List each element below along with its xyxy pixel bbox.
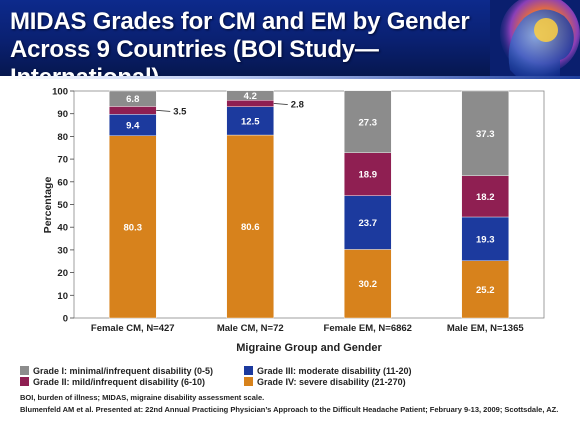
slide-header: MIDAS Grades for CM and EM by Gender Acr… [0, 0, 580, 76]
legend-label: Grade III: moderate disability (11-20) [257, 366, 412, 376]
x-tick-label: Male EM, N=1365 [447, 323, 525, 334]
legend-item-grade-1: Grade I: minimal/infrequent disability (… [20, 366, 213, 376]
data-label: 4.2 [244, 91, 257, 102]
legend-item-grade-4: Grade IV: severe disability (21-270) [244, 377, 406, 387]
data-label: 80.6 [241, 222, 260, 233]
bar-segment [109, 106, 157, 115]
bar-segment [344, 90, 392, 153]
bar-segment [461, 260, 509, 319]
data-label: 19.3 [476, 234, 495, 245]
legend-label: Grade IV: severe disability (21-270) [257, 377, 406, 387]
y-tick-label: 60 [57, 177, 68, 188]
legend-label: Grade I: minimal/infrequent disability (… [33, 366, 214, 376]
data-label: 80.3 [124, 222, 143, 233]
bar-segment [344, 152, 392, 196]
legend-swatch-grade-1 [20, 366, 29, 375]
data-label: 37.3 [476, 129, 495, 140]
x-tick-label: Male CM, N=72 [217, 323, 284, 334]
y-tick-label: 0 [63, 314, 68, 325]
data-label: 18.9 [359, 170, 378, 181]
data-label-leader [156, 110, 171, 112]
data-label: 12.5 [241, 116, 260, 127]
title-line-1: MIDAS Grades for CM and EM by Gender [10, 8, 470, 35]
header-divider [0, 76, 580, 79]
y-tick-label: 70 [57, 155, 68, 166]
legend-item-grade-3: Grade III: moderate disability (11-20) [244, 366, 412, 376]
data-label: 3.5 [173, 106, 187, 117]
bar-segment [226, 134, 274, 319]
stacked-bar-chart: 0 10 20 30 40 50 60 70 80 90 100 80.3 9.4 3.5 6.8 Fema… [42, 87, 545, 354]
brain-head-logo [490, 0, 580, 76]
data-label: 2.8 [291, 99, 304, 110]
data-label: 27.3 [359, 117, 378, 128]
citation-footnote: Blumenfeld AM et al. Presented at: 22nd … [20, 405, 559, 414]
y-tick-label: 80 [57, 132, 68, 143]
data-label: 23.7 [359, 218, 378, 229]
y-tick-label: 50 [57, 200, 68, 211]
legend-swatch-grade-4 [244, 377, 253, 386]
y-tick-label: 90 [57, 109, 68, 120]
y-tick-label: 30 [57, 245, 68, 256]
legend-swatch-grade-2 [20, 377, 29, 386]
legend-item-grade-2: Grade II: mild/infrequent disability (6-… [20, 377, 205, 387]
y-axis-label: Percentage [42, 177, 54, 234]
bar-segment [226, 90, 274, 101]
legend-label: Grade II: mild/infrequent disability (6-… [33, 377, 206, 387]
bar-segment [344, 249, 392, 319]
bar-segment [461, 175, 509, 218]
y-tick-label: 40 [57, 223, 68, 234]
data-label: 9.4 [126, 121, 140, 132]
y-tick-label: 20 [57, 268, 68, 279]
bar-segment [344, 195, 392, 250]
data-label: 25.2 [476, 285, 495, 296]
abbreviation-footnote: BOI, burden of illness; MIDAS, migraine … [20, 393, 265, 402]
data-label: 18.2 [476, 192, 495, 203]
bar-segment [461, 216, 509, 261]
data-label-leader [273, 103, 288, 105]
y-tick-label: 100 [52, 87, 68, 98]
legend-swatch-grade-3 [244, 366, 253, 375]
bar-segment [109, 135, 157, 319]
x-tick-label: Female CM, N=427 [91, 323, 175, 334]
bar-segment [461, 90, 509, 176]
y-tick-label: 10 [57, 291, 68, 302]
chart-bars: 80.3 9.4 3.5 6.8 Female CM, N=427 80.6 12.5 2.8… [91, 90, 525, 334]
bar-segment [109, 90, 157, 107]
title-line-2: Across 9 Countries (BOI Study—Internatio… [10, 36, 379, 76]
data-label: 6.8 [126, 94, 139, 105]
x-tick-label: Female EM, N=6862 [324, 323, 412, 334]
data-label: 30.2 [359, 279, 378, 290]
slide-title: MIDAS Grades for CM and EM by Gender Acr… [10, 8, 500, 76]
x-axis-label: Migraine Group and Gender [236, 342, 382, 354]
